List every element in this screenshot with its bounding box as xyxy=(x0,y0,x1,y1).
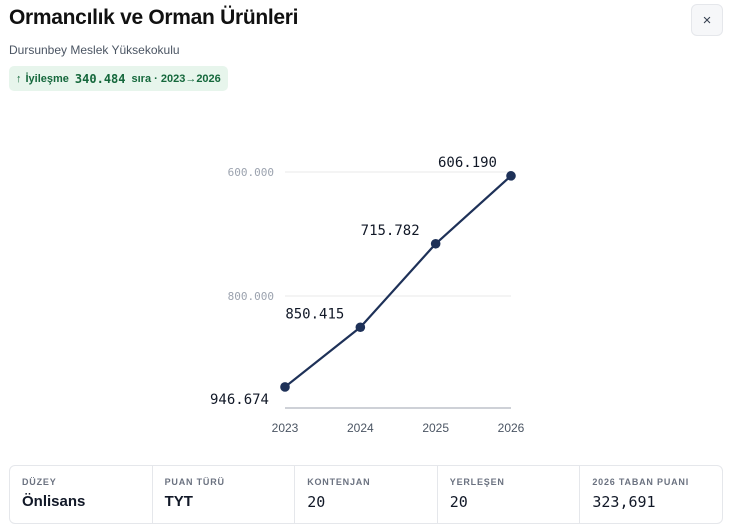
stat-value: 323,691 xyxy=(592,493,656,511)
page-subtitle: Dursunbey Meslek Yüksekokulu xyxy=(9,43,180,57)
stat-placed: YERLEŞEN 20 xyxy=(438,466,581,523)
data-label: 946.674 xyxy=(210,392,269,408)
data-point xyxy=(355,322,366,333)
close-icon: × xyxy=(702,11,712,29)
data-label: 850.415 xyxy=(285,306,344,322)
stat-value: TYT xyxy=(164,493,193,510)
stat-label: PUAN TÜRÜ xyxy=(164,477,225,487)
page-title: Ormancılık ve Orman Ürünleri xyxy=(9,6,299,29)
data-label: 606.190 xyxy=(438,155,497,171)
stat-label: YERLEŞEN xyxy=(449,477,505,487)
x-tick-label: 2025 xyxy=(422,421,449,435)
arrow-up-icon: ↑ xyxy=(16,72,22,85)
stat-level: DÜZEY Önlisans xyxy=(10,466,153,523)
x-tick-label: 2023 xyxy=(272,421,299,435)
data-point xyxy=(430,238,441,249)
stat-score-type: PUAN TÜRÜ TYT xyxy=(153,466,296,523)
stat-label: KONTENJAN xyxy=(307,477,371,487)
rank-line-chart: 600.000 800.000 2023 2024 2025 2026 946.674 850… xyxy=(210,155,525,435)
stat-label: 2026 TABAN PUANI xyxy=(592,477,690,487)
stat-value: 20 xyxy=(449,493,468,511)
x-tick-label: 2026 xyxy=(498,421,525,435)
series-line xyxy=(284,175,512,388)
badge-suffix: sıra · 2023→2026 xyxy=(131,72,221,85)
stats-bar: DÜZEY Önlisans PUAN TÜRÜ TYT KONTENJAN 2… xyxy=(9,465,723,524)
improvement-badge: ↑ İyileşme 340.484 sıra · 2023→2026 xyxy=(9,66,228,91)
y-tick-label: 800.000 xyxy=(228,290,274,303)
data-point xyxy=(506,171,516,181)
data-point xyxy=(280,382,290,392)
stat-quota: KONTENJAN 20 xyxy=(295,466,438,523)
data-label: 715.782 xyxy=(361,223,420,239)
stat-value: 20 xyxy=(307,493,326,511)
stat-base-score: 2026 TABAN PUANI 323,691 xyxy=(580,466,722,523)
close-button[interactable]: × xyxy=(691,4,723,36)
badge-word: İyileşme xyxy=(25,72,69,85)
x-tick-label: 2024 xyxy=(347,421,374,435)
y-tick-label: 600.000 xyxy=(228,166,274,179)
stat-value: Önlisans xyxy=(22,493,86,510)
stat-label: DÜZEY xyxy=(22,477,57,487)
badge-value: 340.484 xyxy=(74,71,126,86)
